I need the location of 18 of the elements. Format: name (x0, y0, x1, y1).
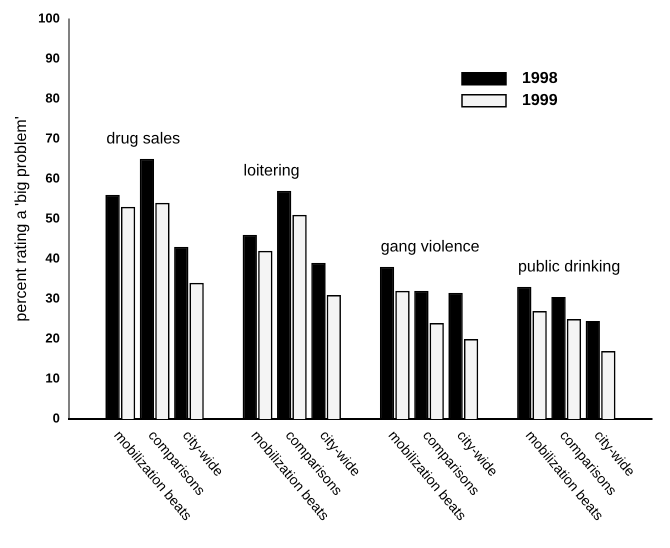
y-tick-label: 50 (45, 210, 60, 226)
y-tick-label: 90 (45, 50, 60, 66)
y-axis-title: percent rating a 'big problem' (13, 116, 30, 322)
y-tick-label: 70 (45, 130, 60, 146)
y-tick-label: 80 (45, 90, 60, 106)
y-tick-label: 100 (38, 10, 60, 26)
annotation: gang violence (380, 238, 480, 256)
annotation: loitering (244, 162, 300, 180)
legend-label: 1998 (522, 70, 558, 88)
y-tick-label: 60 (45, 170, 60, 186)
y-tick-label: 0 (52, 410, 60, 426)
y-tick-label: 10 (45, 370, 60, 386)
y-tick-label: 40 (45, 250, 60, 266)
y-tick-label: 30 (45, 290, 60, 306)
annotation: drug sales (106, 130, 180, 148)
annotation: public drinking (518, 258, 620, 276)
legend-label: 1999 (522, 92, 558, 110)
y-tick-label: 20 (45, 330, 60, 346)
